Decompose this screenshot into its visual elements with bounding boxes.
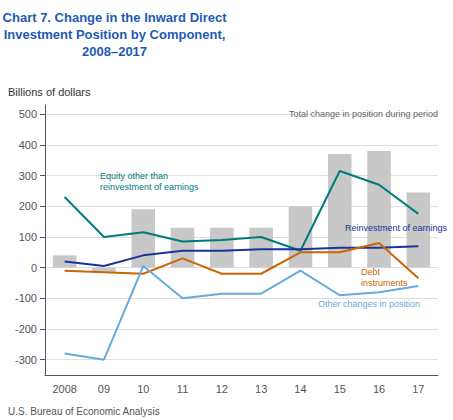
svg-text:2008–2017: 2008–2017 xyxy=(82,44,147,59)
svg-text:-100: -100 xyxy=(15,292,37,304)
svg-text:500: 500 xyxy=(19,108,37,120)
svg-text:16: 16 xyxy=(373,383,385,395)
svg-text:U.S. Bureau of Economic Analys: U.S. Bureau of Economic Analysis xyxy=(8,406,160,417)
svg-text:Chart 7. Change in the Inward: Chart 7. Change in the Inward Direct xyxy=(3,10,228,25)
svg-text:09: 09 xyxy=(98,383,110,395)
svg-text:12: 12 xyxy=(216,383,228,395)
svg-text:400: 400 xyxy=(19,139,37,151)
svg-text:Reinvestment of earnings: Reinvestment of earnings xyxy=(345,223,448,233)
svg-text:0: 0 xyxy=(31,262,37,274)
svg-text:reinvestment of earnings: reinvestment of earnings xyxy=(100,182,199,192)
svg-text:11: 11 xyxy=(177,383,188,395)
svg-text:14: 14 xyxy=(294,383,306,395)
svg-text:200: 200 xyxy=(19,200,37,212)
svg-text:2008: 2008 xyxy=(52,383,76,395)
svg-text:17: 17 xyxy=(412,383,424,395)
svg-text:100: 100 xyxy=(19,231,37,243)
svg-text:Other changes in position: Other changes in position xyxy=(318,299,420,309)
svg-text:Total change in position durin: Total change in position during period xyxy=(289,109,438,119)
svg-text:Billions of dollars: Billions of dollars xyxy=(8,86,91,98)
svg-text:-300: -300 xyxy=(15,354,37,366)
svg-text:10: 10 xyxy=(137,383,149,395)
svg-text:Equity other than: Equity other than xyxy=(100,171,168,181)
svg-text:13: 13 xyxy=(255,383,267,395)
svg-text:Debt: Debt xyxy=(361,267,381,277)
svg-text:Investment Position by Compone: Investment Position by Component, xyxy=(4,27,226,42)
svg-text:15: 15 xyxy=(334,383,346,395)
svg-text:-200: -200 xyxy=(15,323,37,335)
svg-text:300: 300 xyxy=(19,170,37,182)
svg-text:instruments: instruments xyxy=(361,278,408,288)
